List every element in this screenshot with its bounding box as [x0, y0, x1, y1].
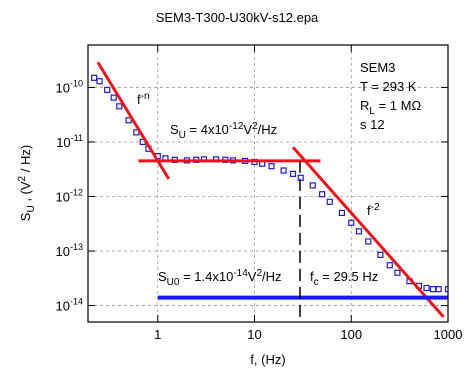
data-point — [309, 182, 316, 189]
text-part: U — [179, 130, 186, 141]
y-tick-label: 10-12 — [56, 188, 83, 205]
text-part: 2 — [252, 121, 258, 132]
x-tick-label: 10 — [247, 327, 261, 342]
data-point — [444, 286, 448, 293]
text-part: -n — [141, 91, 150, 102]
data-point — [435, 286, 442, 293]
data-point — [319, 191, 326, 198]
data-point — [348, 219, 355, 226]
data-point — [91, 74, 98, 81]
data-point — [338, 209, 345, 217]
text-part: U — [26, 205, 37, 212]
annotation: f-n — [137, 91, 150, 107]
data-point — [386, 262, 393, 269]
text-part: f — [367, 203, 371, 218]
text-part: S — [158, 269, 167, 284]
text-part: = 29.5 Hz — [319, 269, 379, 284]
text-part: , (V — [18, 181, 33, 205]
y-tick-label: 10-13 — [56, 242, 83, 259]
data-point — [365, 238, 372, 245]
data-point — [268, 163, 275, 170]
annotation: RL = 1 MΩ — [360, 98, 421, 117]
data-point — [423, 284, 430, 292]
plot-area — [91, 61, 448, 322]
text-part: U0 — [167, 277, 180, 288]
text-part: = 4x10 — [186, 122, 229, 137]
text-part: S — [18, 212, 33, 221]
y-tick-label: 10-10 — [56, 78, 83, 95]
text-part: T = 293 K — [360, 79, 417, 94]
text-part: R — [360, 98, 369, 113]
annotation: s 12 — [360, 117, 385, 132]
text-part: f — [137, 92, 141, 107]
annotation: fc = 29.5 Hz — [310, 269, 378, 288]
data-point — [326, 198, 333, 205]
annotation: f-2 — [367, 202, 380, 218]
text-part: /Hz — [262, 269, 282, 284]
data-point — [394, 269, 401, 276]
annotation: T = 293 K — [360, 79, 417, 94]
y-tick-label: 10-11 — [56, 133, 83, 150]
text-part: = 1.4x10 — [179, 269, 233, 284]
data-point — [429, 286, 437, 293]
text-part: 2 — [17, 175, 28, 181]
text-part: SEM3 — [360, 60, 395, 75]
data-point — [289, 170, 297, 177]
x-axis-label: f, (Hz) — [250, 352, 285, 367]
data-point — [116, 103, 123, 110]
text-part: -2 — [371, 202, 380, 213]
x-tick-label: 1000 — [434, 327, 463, 342]
data-point — [280, 167, 287, 174]
text-part: -14 — [233, 268, 248, 279]
text-part: / Hz) — [18, 145, 33, 176]
y-axis-label: SU , (V2 / Hz) — [17, 145, 37, 221]
text-part: c — [314, 277, 319, 288]
text-part: V — [243, 122, 252, 137]
annotation: SU0 = 1.4x10-14V2/Hz — [158, 268, 282, 288]
text-part: 2 — [256, 268, 262, 279]
annotation: SEM3 — [360, 60, 395, 75]
text-part: L — [369, 106, 375, 117]
data-point — [110, 94, 117, 101]
fit-line — [291, 146, 445, 318]
annotation: SU = 4x10-12V2/Hz — [170, 121, 277, 141]
text-part: S — [170, 122, 179, 137]
text-part: f — [310, 269, 314, 284]
x-tick-label: 1 — [154, 327, 161, 342]
x-tick-label: 100 — [340, 327, 362, 342]
text-part: V — [248, 269, 257, 284]
text-part: = 1 MΩ — [375, 98, 421, 113]
data-point — [96, 78, 103, 85]
y-tick-label: 10-14 — [56, 297, 83, 314]
text-part: /Hz — [258, 122, 278, 137]
data-point — [355, 228, 363, 235]
text-part: s 12 — [360, 117, 385, 132]
chart-title: SEM3-T300-U30kV-s12.epa — [156, 10, 319, 25]
data-point — [104, 86, 111, 94]
text-part: -12 — [229, 121, 244, 132]
data-point — [125, 117, 132, 124]
plot-frame — [87, 44, 449, 323]
data-point — [377, 251, 384, 258]
